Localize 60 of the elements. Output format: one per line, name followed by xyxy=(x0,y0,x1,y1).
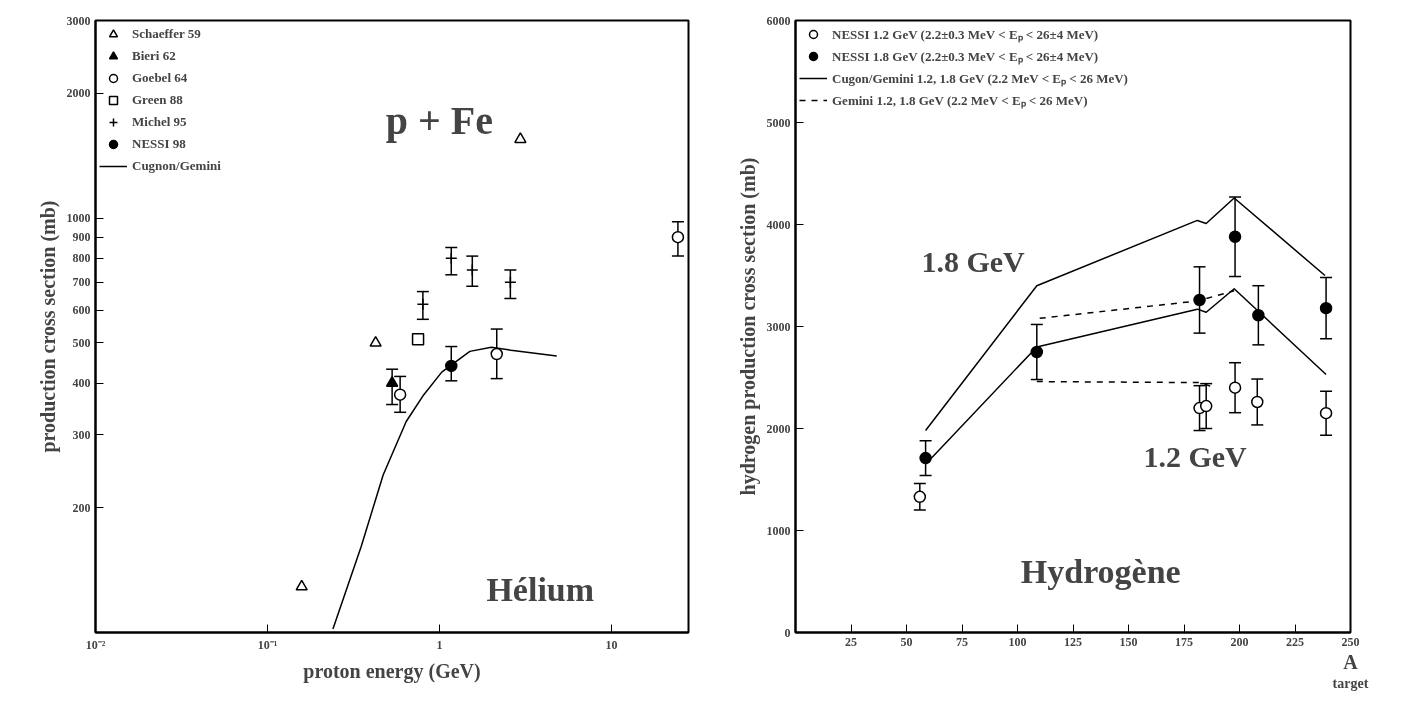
y-tick-label: 500 xyxy=(72,335,91,350)
y-tick-label: 6000 xyxy=(766,13,791,28)
y-tick-label: 2000 xyxy=(766,421,791,436)
y-tick-label: 1000 xyxy=(766,523,791,538)
point xyxy=(1199,399,1213,413)
y-tick-label: 2000 xyxy=(66,86,91,101)
annotation: p + Fe xyxy=(385,97,494,143)
x-tick-label: 100 xyxy=(1008,634,1027,649)
legend-label: Gemini 1.2, 1.8 GeV (2.2 MeV < Eₚ < 26 MeV) xyxy=(832,92,1088,109)
legend-label: Cugon/Gemini 1.2, 1.8 GeV (2.2 MeV < Eₚ < 26 MeV) xyxy=(832,70,1128,87)
y-tick-label: 5000 xyxy=(766,115,791,130)
x-tick-label: 175 xyxy=(1175,634,1193,649)
legend-label: Goebel 64 xyxy=(132,70,188,86)
x-tick-label: 25 xyxy=(845,634,857,649)
y-tick-label: 1000 xyxy=(66,211,91,226)
point xyxy=(1319,301,1333,315)
y-tick-label: 700 xyxy=(72,275,91,290)
y-axis-title: production cross section (mb) xyxy=(36,200,60,453)
legend-label: Cugnon/Gemini xyxy=(132,158,221,174)
legend-label: Bieri 62 xyxy=(132,48,176,64)
y-tick-label: 900 xyxy=(72,230,91,245)
annotation: Hélium xyxy=(486,571,595,609)
annotation: 1.2 GeV xyxy=(1143,440,1248,474)
x-tick-label: 10⁻¹ xyxy=(257,637,278,652)
y-axis-title: hydrogen production cross section (mb) xyxy=(736,157,760,496)
x-tick-label: 75 xyxy=(956,634,968,649)
x-tick-label: 10 xyxy=(605,637,618,652)
y-tick-label: 3000 xyxy=(66,13,91,28)
legend-label: Schaeffer 59 xyxy=(132,26,201,42)
x-tick-label: 10⁻² xyxy=(85,637,106,652)
legend-label: NESSI 98 xyxy=(132,136,186,152)
annotation: Hydrogène xyxy=(1020,552,1181,590)
y-tick-label: 200 xyxy=(72,500,91,515)
x-tick-label: 250 xyxy=(1341,634,1360,649)
annotation: 1.8 GeV xyxy=(921,244,1026,278)
legend-label: NESSI 1.2 GeV (2.2±0.3 MeV < Eₚ < 26±4 MeV) xyxy=(832,26,1099,43)
point xyxy=(1228,230,1242,243)
x-axis-title: Atarget xyxy=(1332,650,1369,691)
point xyxy=(1228,381,1242,394)
y-tick-label: 800 xyxy=(72,251,91,266)
point xyxy=(913,490,927,504)
y-tick-label: 400 xyxy=(72,376,91,391)
legend-label: Green 88 xyxy=(132,92,183,108)
y-tick-label: 300 xyxy=(72,427,91,442)
y-tick-label: 4000 xyxy=(766,217,791,232)
x-tick-label: 1 xyxy=(436,637,443,652)
y-tick-label: 600 xyxy=(72,303,91,318)
legend-label: Michel 95 xyxy=(132,114,187,130)
x-axis-title: proton energy (GeV) xyxy=(303,659,481,683)
y-tick-label: 0 xyxy=(784,625,791,640)
x-tick-label: 50 xyxy=(900,634,913,649)
point xyxy=(1319,406,1333,420)
x-tick-label: 125 xyxy=(1064,634,1082,649)
x-tick-label: 200 xyxy=(1230,634,1249,649)
point xyxy=(1251,395,1264,409)
x-tick-label: 225 xyxy=(1286,634,1304,649)
y-tick-label: 3000 xyxy=(766,319,791,334)
x-tick-label: 150 xyxy=(1119,634,1138,649)
point xyxy=(1193,293,1206,307)
legend-label: NESSI 1.8 GeV (2.2±0.3 MeV < Eₚ < 26±4 MeV) xyxy=(832,48,1099,65)
